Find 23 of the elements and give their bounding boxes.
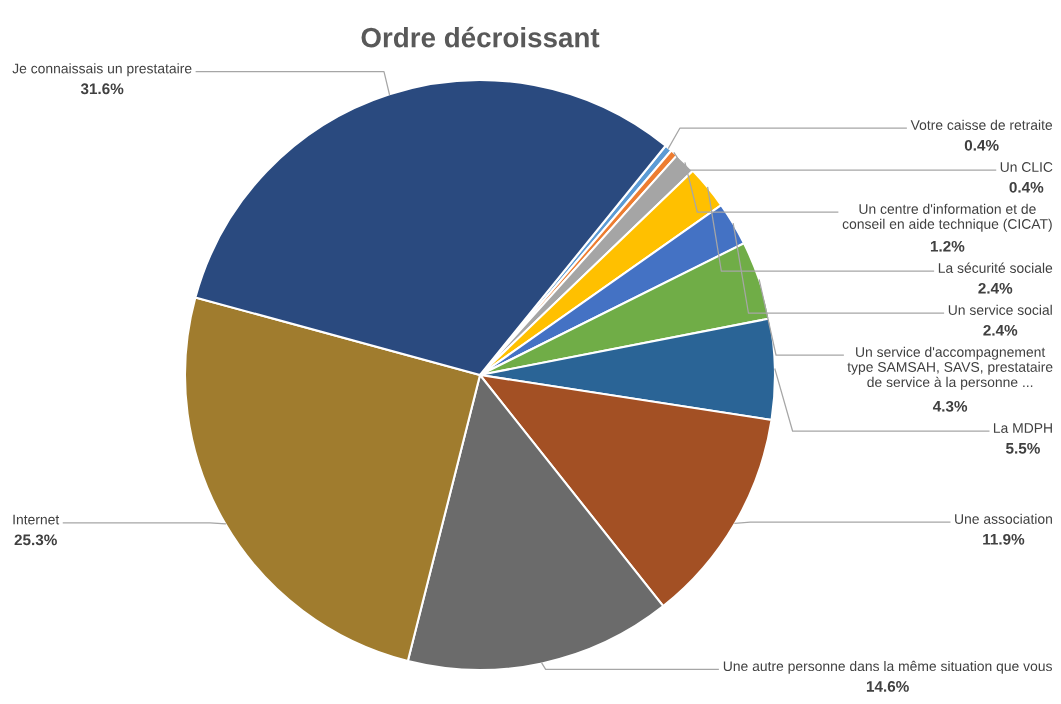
slice-label: Internet [13, 514, 60, 525]
slice-label: Je connaissais un prestataire [12, 63, 192, 77]
slice-label: La MDPH [993, 423, 1052, 433]
slice-label: La sécurité sociale [938, 262, 1053, 273]
slice-label: Un centre d'information et de conseil en aide technique (CICAT) [842, 203, 1052, 232]
data-label: 2.4% [978, 282, 1013, 294]
slice-label: Un service social [948, 304, 1052, 315]
slice-label: Votre caisse de retraite [910, 119, 1053, 130]
data-label: 11.9% [983, 533, 1025, 545]
data-label: 1.2% [930, 240, 965, 252]
data-label: 5.5% [1006, 442, 1040, 454]
data-label: 31.6% [80, 83, 124, 95]
data-label: 2.4% [983, 324, 1018, 336]
data-label: 25.3% [14, 534, 57, 546]
data-label: 0.4% [1009, 181, 1044, 193]
slice-label: Un CLIC [1000, 162, 1053, 172]
chart-title: Ordre décroissant [361, 26, 600, 48]
data-label: 0.4% [964, 139, 999, 151]
slice-label: Une autre personne dans la même situation que vous [723, 660, 1052, 674]
slice-label: Un service d'accompagnement type SAMSAH, SAVS, prestataire de service à la personne ... [847, 346, 1053, 390]
slice-label: Une association [955, 513, 1052, 524]
data-label: 14.6% [866, 681, 909, 692]
data-label: 4.3% [932, 400, 968, 412]
